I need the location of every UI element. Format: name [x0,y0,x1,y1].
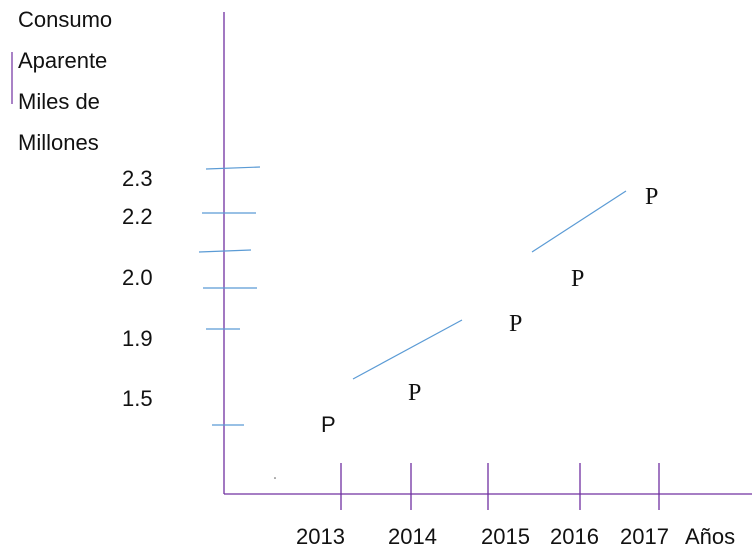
y-tick-marks [198,166,261,426]
x-tick-marks [340,463,660,510]
y-tick-label: 1.9 [122,326,153,351]
y-tick-label: 2.0 [122,265,153,290]
y-axis-label-line: Consumo [18,7,112,32]
y-tick-label: 1.5 [122,386,153,411]
x-tick-label: 2015 [481,524,530,549]
point-markers: P P P P P [321,184,658,437]
x-tick-label: 2016 [550,524,599,549]
trend-stroke-lower [352,319,463,380]
point-marker: P [571,266,584,292]
x-axis-label: Años [685,524,735,549]
y-tick-label: 2.3 [122,166,153,191]
stray-dot [274,477,276,479]
y-axis-label-line: Millones [18,130,99,155]
y-axis-label-line: Miles de [18,89,100,114]
y-tick-labels: 2.3 2.2 2.0 1.9 1.5 [122,166,153,411]
y-tick-mark [198,249,252,253]
x-tick-label: 2013 [296,524,345,549]
y-tick-label: 2.2 [122,204,153,229]
trend-strokes [352,190,627,380]
y-tick-mark [205,166,261,170]
point-marker: P [509,311,522,337]
x-tick-label: 2014 [388,524,437,549]
point-marker: P [645,184,658,210]
y-axis-label: Consumo Aparente Miles de Millones [18,7,112,155]
x-tick-labels: 2013 2014 2015 2016 2017 [296,524,669,549]
point-marker: P [321,412,336,437]
y-axis-label-line: Aparente [18,48,107,73]
trend-stroke-upper [531,190,627,253]
point-marker: P [408,380,421,406]
x-tick-label: 2017 [620,524,669,549]
